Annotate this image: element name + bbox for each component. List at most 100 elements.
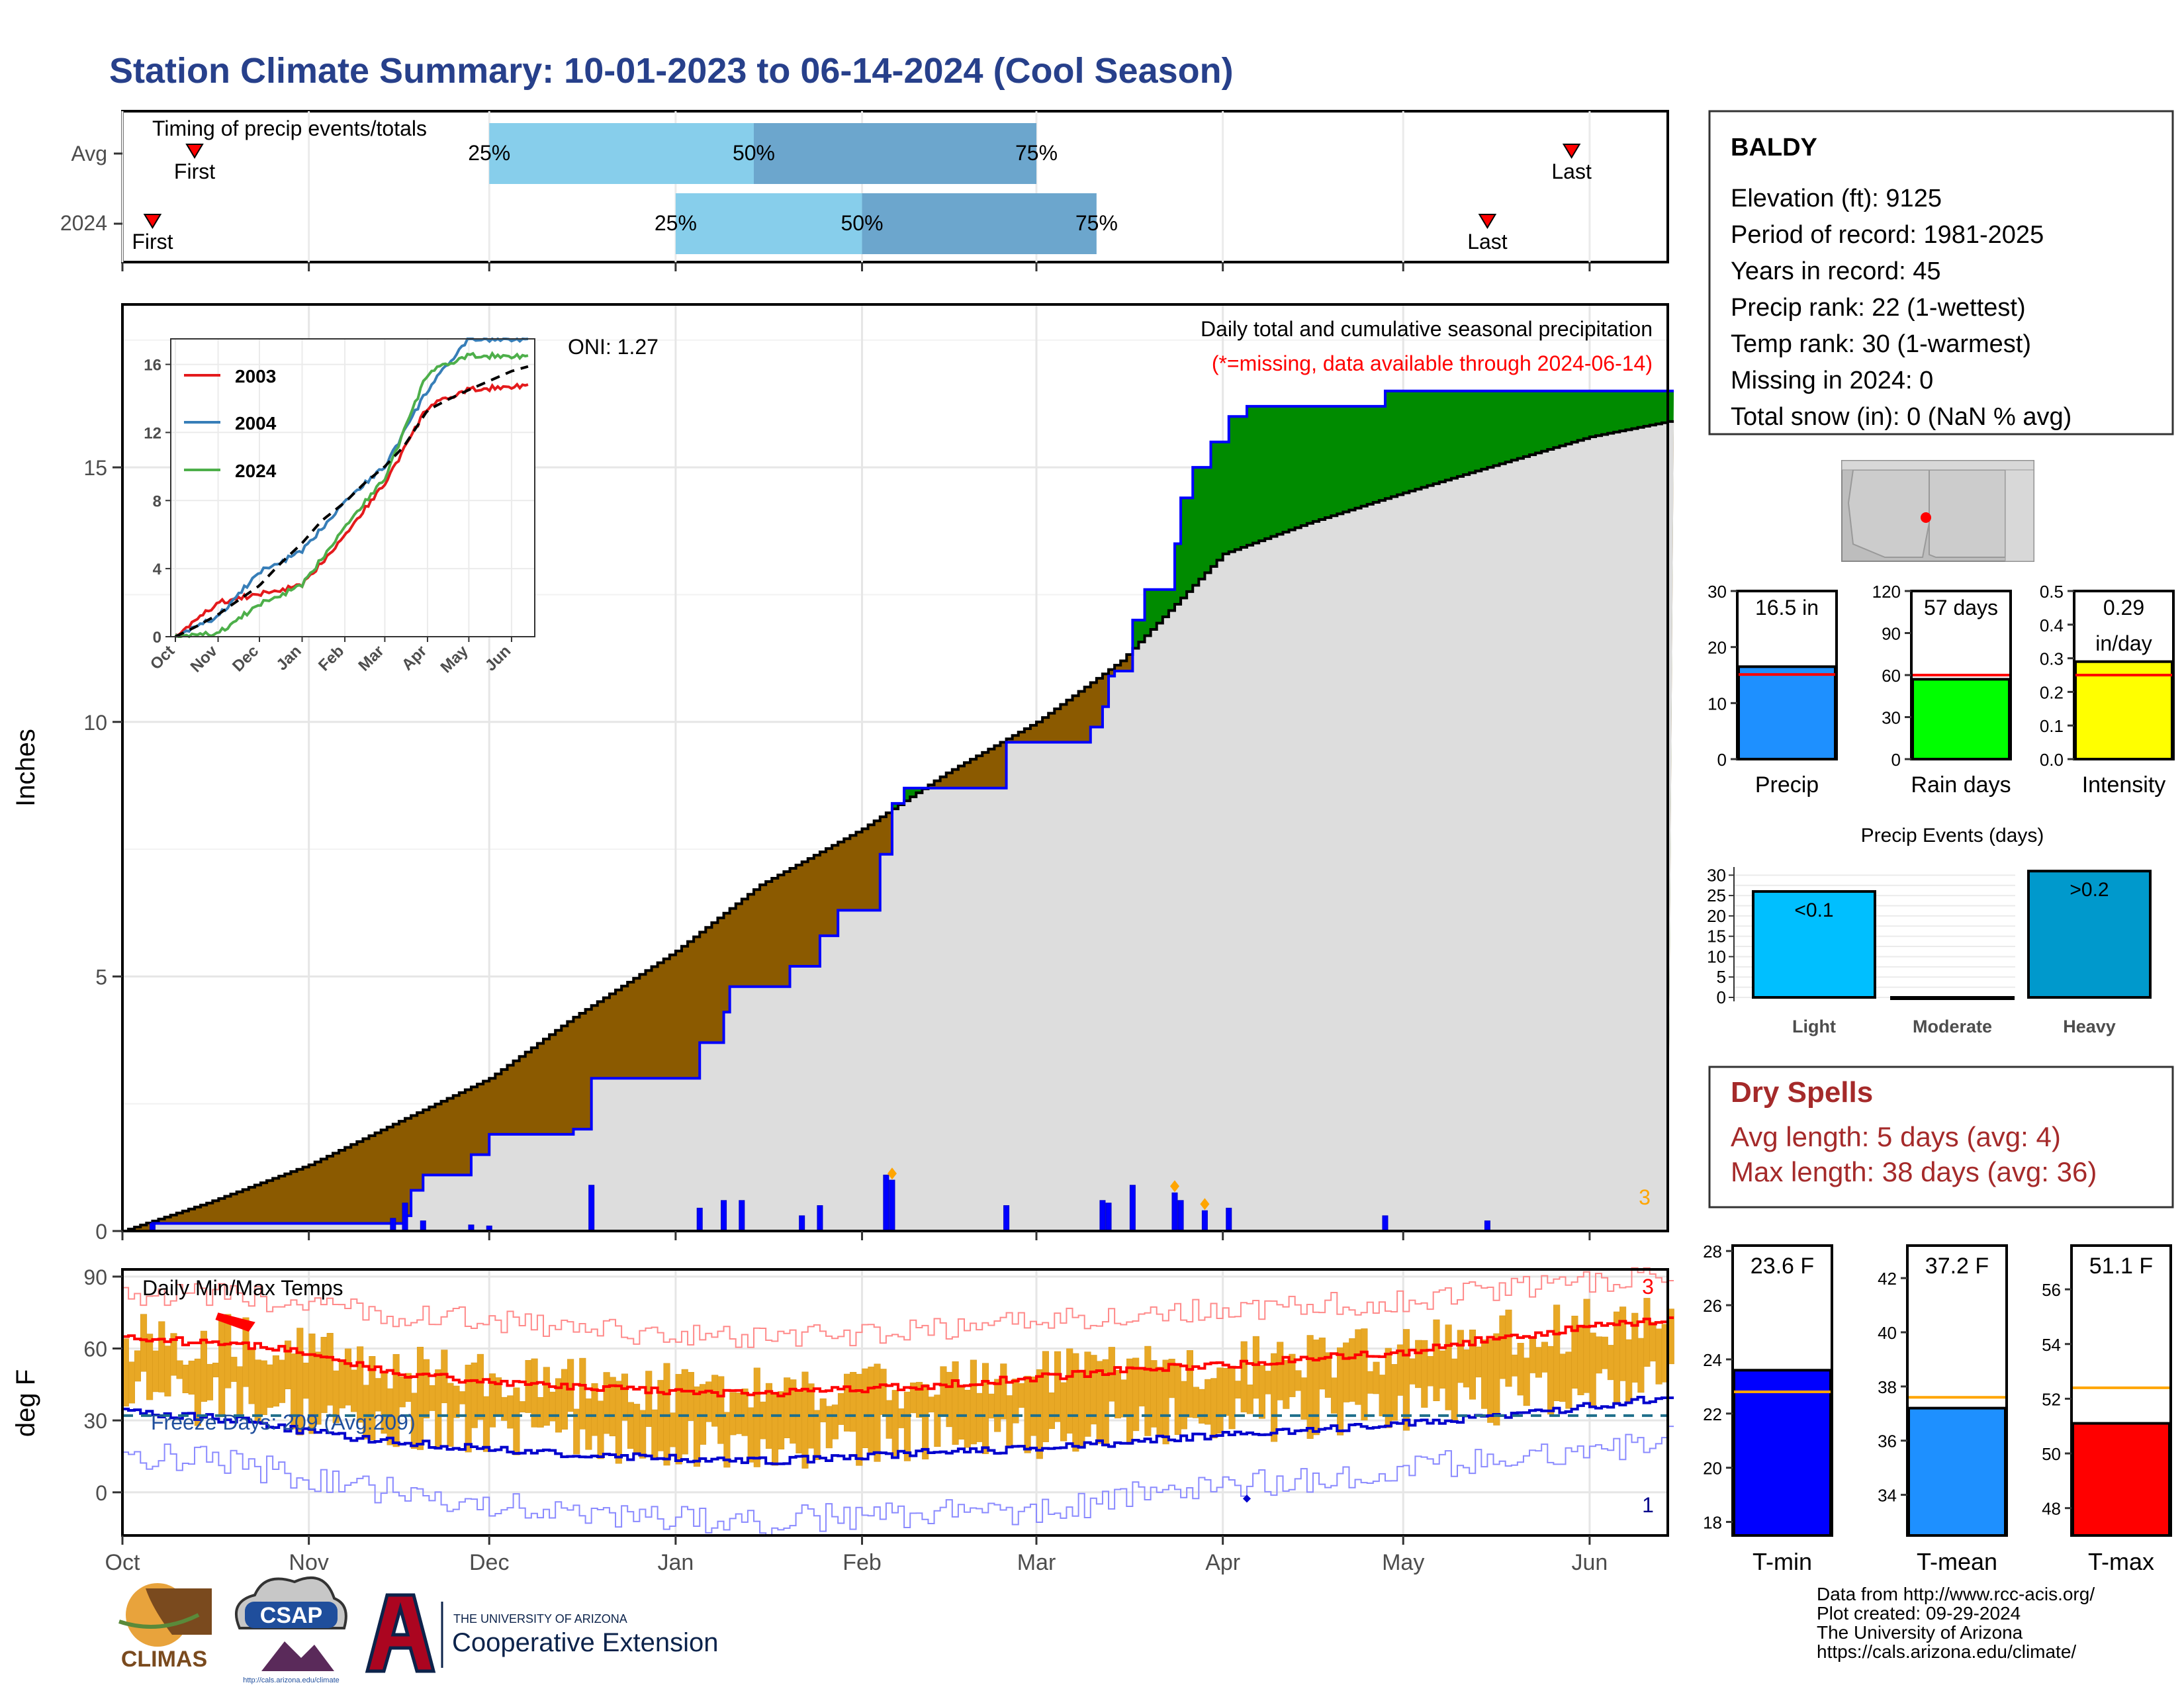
daily-precip-bar <box>817 1205 823 1232</box>
daily-temp-bar <box>1030 1376 1037 1436</box>
daily-temp-bar <box>1000 1363 1007 1420</box>
timing-label: Timing of precip events/totals <box>152 116 427 140</box>
daily-temp-bar <box>1265 1371 1272 1394</box>
csap-label-bg <box>245 1602 338 1628</box>
record-high-marker <box>215 1312 255 1332</box>
mini-chart-ytick-label: 30 <box>1882 708 1901 728</box>
daily-temp-bar <box>206 1363 214 1400</box>
mini-chart-ytick-label: 0.4 <box>2040 616 2064 635</box>
temp-chart-value: 37.2 F <box>1925 1254 1989 1279</box>
daily-temp-bar <box>1216 1367 1224 1434</box>
station-precip-rank: Precip rank: 22 (1-wettest) <box>1731 294 2026 322</box>
footer-data-source: Data from http://www.rcc-acis.org/ <box>1817 1584 2095 1604</box>
inset-ytick-label: 12 <box>144 424 161 442</box>
station-elevation: Elevation (ft): 9125 <box>1731 185 1942 212</box>
daily-temp-bar <box>711 1375 719 1427</box>
dry-spells-max: Max length: 38 days (avg: 36) <box>1731 1156 2097 1187</box>
daily-temp-bar <box>212 1362 220 1378</box>
daily-temp-bar <box>140 1314 148 1372</box>
precip-missing-note: (*=missing, data available through 2024-… <box>1212 351 1653 375</box>
daily-precip-bar <box>420 1220 426 1232</box>
precip-annotation: Daily total and cumulative seasonal prec… <box>1201 317 1653 341</box>
daily-precip-bar <box>1171 1192 1178 1232</box>
daily-temp-bar <box>1433 1319 1440 1401</box>
daily-temp-bar <box>1240 1341 1248 1412</box>
daily-temp-bar <box>928 1396 935 1412</box>
station-snow: Total snow (in): 0 (NaN % avg) <box>1731 403 2071 431</box>
daily-temp-bar <box>501 1396 508 1421</box>
freeze-days: Freeze Days: 209 (Avg:209) <box>151 1410 416 1434</box>
daily-temp-bar <box>1283 1359 1290 1409</box>
daily-temp-bar <box>182 1365 189 1393</box>
events-ytick-label: 10 <box>1707 946 1726 966</box>
daily-temp-bar <box>994 1379 1001 1432</box>
timing-marker-first <box>185 144 204 159</box>
inset-ytick-label: 16 <box>144 357 161 375</box>
daily-temp-bar <box>302 1362 310 1399</box>
month-label: Jun <box>1571 1550 1608 1575</box>
temp-label: Daily Min/Max Temps <box>142 1276 343 1300</box>
daily-temp-bar <box>1625 1339 1633 1403</box>
temp-chart-ytick-label: 42 <box>1878 1269 1897 1289</box>
daily-temp-bar <box>1619 1306 1627 1381</box>
daily-temp-bar <box>1114 1370 1121 1419</box>
daily-temp-bar <box>1559 1353 1567 1402</box>
daily-temp-bar <box>272 1355 279 1407</box>
daily-temp-bar <box>976 1393 983 1442</box>
mini-chart-ytick-label: 0 <box>1717 750 1727 770</box>
daily-temp-bar <box>675 1374 682 1465</box>
mini-chart-label: Intensity <box>2082 772 2166 798</box>
daily-temp-bar <box>429 1385 436 1411</box>
daily-temp-bar <box>1529 1337 1536 1373</box>
daily-temp-bar <box>639 1410 647 1459</box>
legend-label-2003: 2003 <box>235 366 276 387</box>
daily-temp-bar <box>651 1409 659 1459</box>
temp-chart-t-mean: 37.2 F 34 36 38 40 42 T-mean <box>1878 1244 2008 1575</box>
daily-temp-bar <box>886 1400 893 1439</box>
ua-university-name: THE UNIVERSITY OF ARIZONA <box>453 1612 627 1625</box>
daily-temp-bar <box>158 1321 165 1393</box>
daily-temp-bar <box>1481 1339 1488 1409</box>
events-bar-light <box>1752 890 1876 999</box>
mini-chart-ytick-label: 20 <box>1707 638 1727 658</box>
daily-temp-bar <box>236 1366 244 1418</box>
average-max-line <box>122 1316 1674 1398</box>
footer-url: https://cals.arizona.edu/climate/ <box>1817 1641 2076 1662</box>
daily-temp-bar <box>537 1396 544 1428</box>
inset-frame <box>170 338 535 637</box>
daily-temp-bar <box>1445 1324 1452 1410</box>
daily-temp-bar <box>825 1406 833 1449</box>
daily-temp-bar <box>964 1389 971 1448</box>
daily-temp-bar <box>134 1350 142 1382</box>
daily-temp-bar <box>897 1408 905 1428</box>
timing-marker-first <box>143 214 162 229</box>
temp-chart-ytick-label: 38 <box>1878 1377 1897 1397</box>
daily-temp-bar <box>801 1371 809 1469</box>
inset-legend: 2003 2004 2024 <box>184 366 277 481</box>
daily-temp-bar <box>1228 1368 1236 1430</box>
mini-chart-ytick-label: 60 <box>1882 666 1901 686</box>
daily-temp-bar <box>164 1346 171 1396</box>
daily-temp-bar <box>633 1404 641 1455</box>
daily-temp-bar <box>1535 1347 1542 1378</box>
daily-temp-bar <box>1054 1351 1062 1422</box>
daily-temp-bar <box>416 1347 424 1450</box>
daily-precip-bar <box>1105 1203 1112 1232</box>
temp-ytick-label: 30 <box>83 1409 107 1433</box>
daily-precip-bar <box>1226 1207 1232 1232</box>
daily-temp-bar <box>1439 1350 1446 1389</box>
daily-temp-bar <box>1246 1384 1253 1414</box>
daily-temp-bar <box>1066 1348 1073 1434</box>
map-state-east <box>2005 469 2034 562</box>
daily-precip-bar <box>1201 1210 1208 1232</box>
daily-temp-bar <box>1138 1368 1146 1406</box>
station-period: Period of record: 1981-2025 <box>1731 221 2044 249</box>
temp-chart-bar <box>1907 1406 2007 1537</box>
mini-chart-value: 16.5 in <box>1755 596 1819 619</box>
daily-temp-bar <box>1487 1339 1494 1423</box>
temp-chart-ytick-label: 24 <box>1703 1350 1722 1370</box>
dry-spells-avg: Avg length: 5 days (avg: 4) <box>1731 1121 2061 1152</box>
daily-temp-bar <box>507 1395 514 1429</box>
mini-chart-ytick-label: 0 <box>1891 750 1901 770</box>
daily-temp-bar <box>453 1385 460 1418</box>
